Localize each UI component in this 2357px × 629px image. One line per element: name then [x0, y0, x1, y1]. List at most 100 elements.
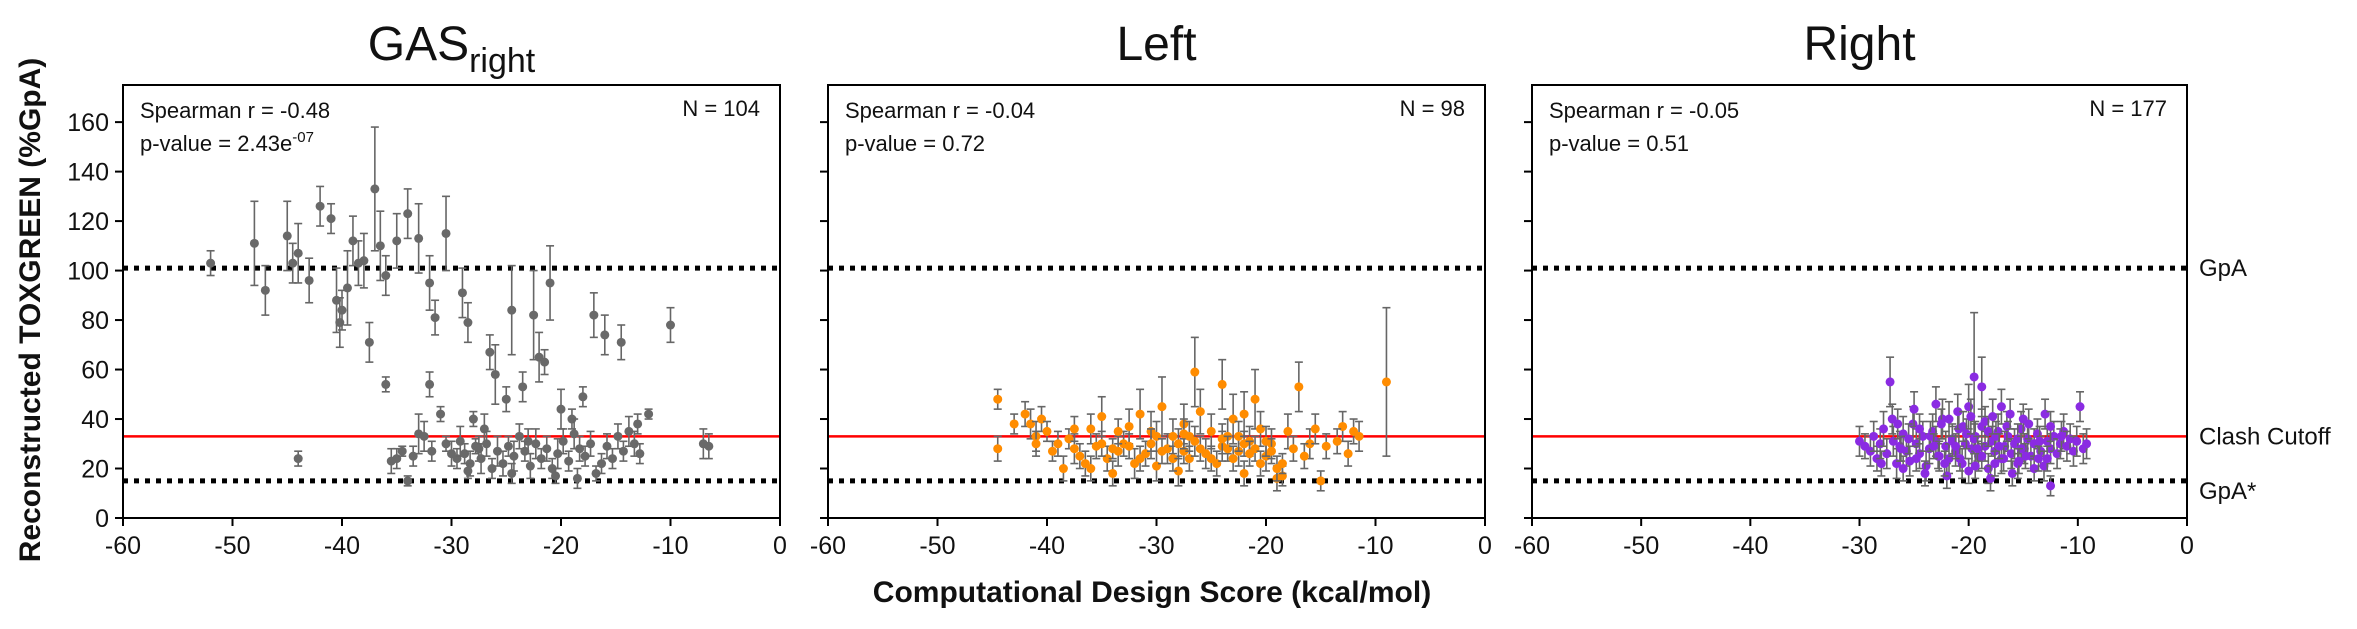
data-point	[1146, 428, 1156, 460]
panel-title: Right	[1803, 18, 1915, 71]
data-point	[1936, 408, 1946, 440]
data-marker	[993, 444, 1003, 454]
data-marker	[2046, 421, 2056, 431]
y-tick-label: 120	[67, 208, 109, 236]
data-marker	[1885, 377, 1895, 387]
pvalue-exponent: -07	[292, 129, 314, 146]
data-point	[1031, 430, 1041, 457]
data-marker	[485, 347, 495, 357]
y-tick-label: 160	[67, 109, 109, 137]
data-marker	[503, 441, 513, 451]
data-point	[1075, 442, 1085, 470]
y-tick-label: 140	[67, 159, 109, 187]
data-point	[1896, 435, 1906, 462]
data-marker	[1250, 394, 1260, 404]
data-marker	[1168, 454, 1178, 464]
x-tick-label: -50	[1623, 532, 1659, 560]
data-point	[1228, 445, 1238, 472]
data-marker	[463, 318, 473, 328]
data-point	[485, 334, 495, 371]
data-point	[1964, 457, 1974, 485]
data-marker	[1086, 464, 1096, 474]
data-point	[293, 222, 303, 284]
data-marker	[1108, 444, 1118, 454]
data-point	[441, 195, 451, 272]
data-point	[457, 267, 467, 319]
data-point	[545, 245, 555, 321]
x-tick-label: -20	[543, 532, 579, 560]
data-marker	[249, 238, 259, 248]
y-tick-label: 40	[81, 406, 109, 434]
data-marker	[529, 310, 539, 320]
data-marker	[2039, 461, 2049, 471]
panel-title: Left	[1116, 18, 1196, 71]
data-point	[468, 410, 478, 428]
data-marker	[2046, 481, 2056, 491]
data-marker	[490, 369, 500, 379]
data-point	[2072, 425, 2082, 457]
data-marker	[482, 439, 492, 449]
data-point	[1097, 430, 1107, 457]
data-point	[1108, 460, 1118, 487]
data-point	[993, 388, 1003, 410]
data-marker	[463, 466, 473, 476]
data-point	[1179, 418, 1189, 450]
data-point	[1058, 455, 1068, 482]
reference-label-0: GpA	[2199, 255, 2247, 282]
pvalue-label: p-value = 0.51	[1549, 131, 1689, 156]
data-marker	[370, 184, 380, 194]
data-marker	[1009, 419, 1019, 429]
data-marker	[531, 439, 541, 449]
data-point	[403, 475, 413, 487]
x-tick-label: -30	[1138, 532, 1174, 560]
data-marker	[364, 337, 374, 347]
data-point	[1157, 438, 1167, 465]
data-marker	[1168, 431, 1178, 441]
data-point	[540, 348, 550, 376]
data-marker	[1990, 459, 2000, 469]
data-marker	[335, 318, 345, 328]
data-point	[578, 386, 588, 408]
data-marker	[1915, 424, 1925, 434]
data-marker	[1234, 431, 1244, 441]
panel-3: Right -60 -50 -40 -30 -20 -10 0 Spearman r = -0.…	[1514, 18, 2194, 560]
data-marker	[553, 449, 563, 459]
data-point	[1234, 420, 1244, 452]
data-marker	[629, 439, 639, 449]
data-marker	[1316, 476, 1326, 486]
data-marker	[1332, 436, 1342, 446]
panel-title-main: Left	[1116, 18, 1196, 71]
data-point	[249, 200, 259, 287]
data-marker	[1195, 444, 1205, 454]
data-point	[589, 292, 599, 339]
data-marker	[2082, 439, 2092, 449]
data-marker	[1239, 468, 1249, 478]
data-marker	[1294, 382, 1304, 392]
data-marker	[1266, 446, 1276, 456]
data-point	[1086, 413, 1096, 445]
data-point	[993, 435, 1003, 462]
pvalue-label: p-value = 0.72	[845, 131, 985, 156]
data-marker	[1964, 466, 1974, 476]
data-marker	[1953, 407, 1963, 417]
data-marker	[1958, 421, 1968, 431]
x-tick-label: -60	[105, 532, 141, 560]
pvalue-text: p-value = 0.51	[1549, 131, 1689, 156]
data-marker	[551, 471, 561, 481]
data-marker	[993, 394, 1003, 404]
data-marker	[540, 357, 550, 367]
x-tick-label: 0	[1478, 532, 1492, 560]
data-point	[501, 386, 511, 413]
data-marker	[2072, 436, 2082, 446]
data-point	[1915, 413, 1925, 445]
data-marker	[1283, 426, 1293, 436]
data-point	[482, 430, 492, 457]
data-marker	[1911, 454, 1921, 464]
data-point	[2018, 403, 2028, 435]
data-marker	[1206, 454, 1216, 464]
data-marker	[644, 409, 654, 419]
data-point	[1152, 450, 1161, 482]
panels: GASright -60 -50 -40 -30 -20 -10 0 0 20 40 60 80 100 1…	[67, 18, 2194, 560]
data-marker	[1931, 399, 1941, 409]
